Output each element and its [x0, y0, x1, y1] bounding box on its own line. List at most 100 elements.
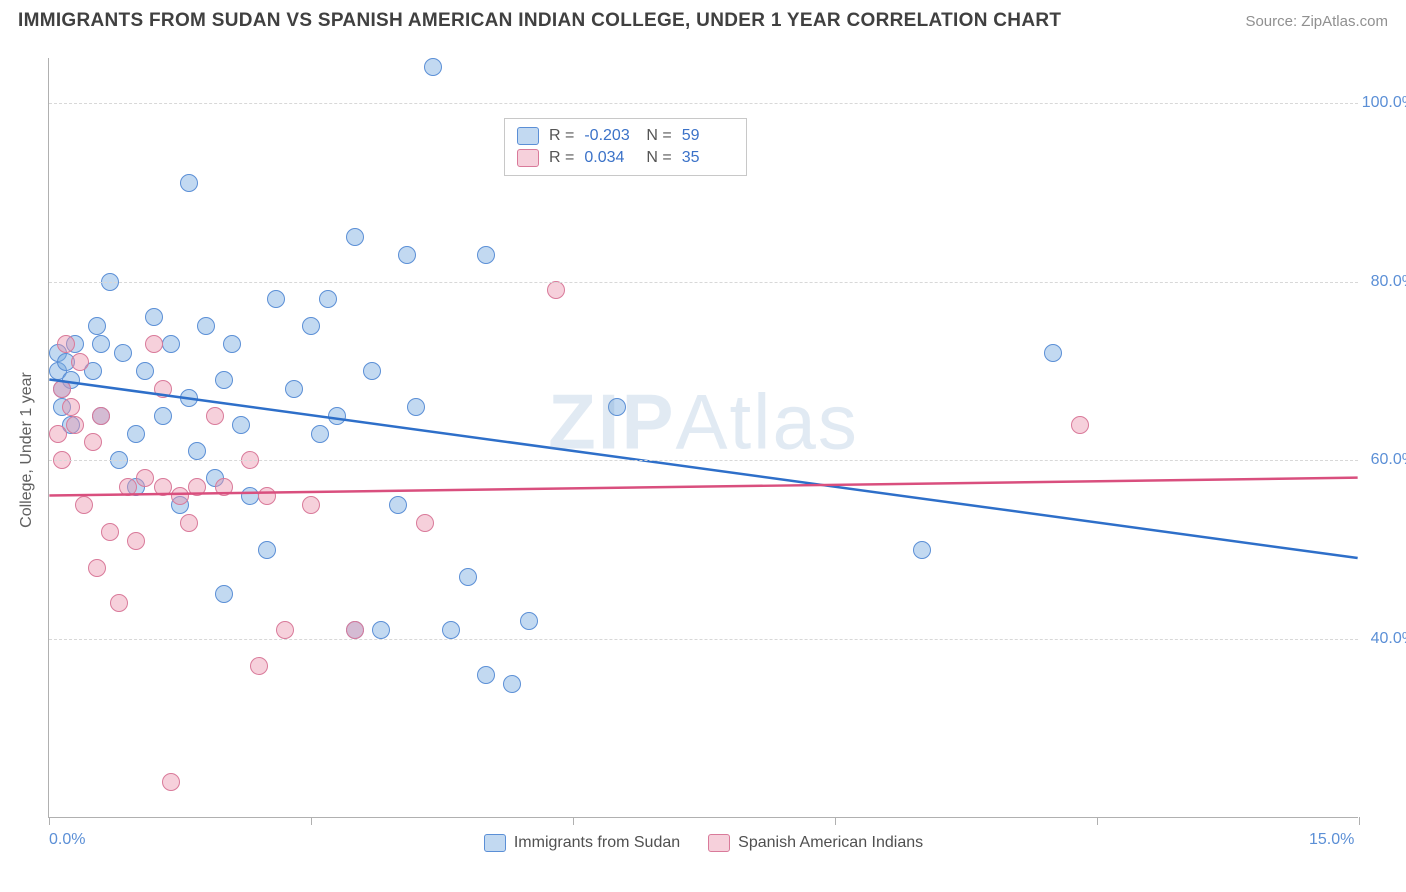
- xtick-label: 15.0%: [1309, 831, 1354, 849]
- xtick-label: 0.0%: [49, 831, 85, 849]
- scatter-point: [66, 416, 84, 434]
- scatter-point: [258, 541, 276, 559]
- legend-item-2: Spanish American Indians: [708, 834, 923, 852]
- scatter-point: [145, 308, 163, 326]
- scatter-point: [127, 532, 145, 550]
- scatter-point: [75, 496, 93, 514]
- ytick-label: 40.0%: [1361, 630, 1406, 648]
- scatter-point: [180, 514, 198, 532]
- n-label: N =: [646, 127, 671, 145]
- scatter-point: [302, 496, 320, 514]
- scatter-point: [49, 425, 67, 443]
- scatter-point: [276, 621, 294, 639]
- scatter-point: [136, 469, 154, 487]
- scatter-point: [346, 621, 364, 639]
- scatter-point: [389, 496, 407, 514]
- scatter-point: [232, 416, 250, 434]
- xtick: [49, 817, 50, 825]
- scatter-point: [416, 514, 434, 532]
- scatter-point: [424, 58, 442, 76]
- scatter-point: [215, 371, 233, 389]
- scatter-point: [477, 246, 495, 264]
- scatter-point: [92, 335, 110, 353]
- chart-title: IMMIGRANTS FROM SUDAN VS SPANISH AMERICA…: [18, 10, 1061, 32]
- stats-row-1: R = -0.203 N = 59: [517, 125, 734, 147]
- swatch-series-2: [517, 149, 539, 167]
- ytick-label: 100.0%: [1361, 94, 1406, 112]
- scatter-point: [608, 398, 626, 416]
- scatter-point: [53, 380, 71, 398]
- scatter-point: [127, 425, 145, 443]
- scatter-point: [1071, 416, 1089, 434]
- ytick-label: 80.0%: [1361, 273, 1406, 291]
- scatter-point: [154, 478, 172, 496]
- scatter-point: [188, 478, 206, 496]
- xtick: [1097, 817, 1098, 825]
- scatter-point: [136, 362, 154, 380]
- scatter-point: [119, 478, 137, 496]
- legend-label-1: Immigrants from Sudan: [514, 834, 680, 852]
- chart-area: ZIPAtlas R = -0.203 N = 59 R = 0.034 N =…: [48, 58, 1358, 818]
- xtick: [311, 817, 312, 825]
- scatter-point: [547, 281, 565, 299]
- scatter-point: [101, 523, 119, 541]
- scatter-point: [442, 621, 460, 639]
- gridline: [49, 282, 1358, 283]
- xtick: [573, 817, 574, 825]
- scatter-point: [88, 317, 106, 335]
- scatter-point: [154, 380, 172, 398]
- scatter-point: [363, 362, 381, 380]
- scatter-point: [250, 657, 268, 675]
- r-value-1: -0.203: [584, 127, 636, 145]
- scatter-point: [215, 478, 233, 496]
- scatter-point: [206, 407, 224, 425]
- scatter-point: [520, 612, 538, 630]
- scatter-point: [407, 398, 425, 416]
- scatter-point: [154, 407, 172, 425]
- legend-item-1: Immigrants from Sudan: [484, 834, 680, 852]
- ytick-label: 60.0%: [1361, 451, 1406, 469]
- scatter-point: [145, 335, 163, 353]
- scatter-point: [503, 675, 521, 693]
- gridline: [49, 460, 1358, 461]
- stats-legend: R = -0.203 N = 59 R = 0.034 N = 35: [504, 118, 747, 176]
- r-label: R =: [549, 127, 574, 145]
- scatter-point: [114, 344, 132, 362]
- swatch-series-1: [484, 834, 506, 852]
- xtick: [835, 817, 836, 825]
- header: IMMIGRANTS FROM SUDAN VS SPANISH AMERICA…: [0, 0, 1406, 38]
- scatter-point: [311, 425, 329, 443]
- scatter-point: [162, 773, 180, 791]
- scatter-point: [372, 621, 390, 639]
- scatter-point: [180, 389, 198, 407]
- scatter-point: [92, 407, 110, 425]
- n-value-2: 35: [682, 149, 734, 167]
- scatter-point: [241, 487, 259, 505]
- n-value-1: 59: [682, 127, 734, 145]
- scatter-point: [477, 666, 495, 684]
- scatter-point: [215, 585, 233, 603]
- source-label: Source: ZipAtlas.com: [1245, 13, 1388, 30]
- r-label: R =: [549, 149, 574, 167]
- scatter-point: [197, 317, 215, 335]
- scatter-point: [71, 353, 89, 371]
- scatter-point: [302, 317, 320, 335]
- scatter-point: [285, 380, 303, 398]
- gridline: [49, 639, 1358, 640]
- scatter-point: [180, 174, 198, 192]
- scatter-point: [84, 433, 102, 451]
- xtick: [1359, 817, 1360, 825]
- scatter-point: [188, 442, 206, 460]
- scatter-point: [162, 335, 180, 353]
- gridline: [49, 103, 1358, 104]
- r-value-2: 0.034: [584, 149, 636, 167]
- swatch-series-1: [517, 127, 539, 145]
- scatter-point: [913, 541, 931, 559]
- scatter-point: [88, 559, 106, 577]
- scatter-point: [328, 407, 346, 425]
- scatter-point: [57, 335, 75, 353]
- scatter-point: [258, 487, 276, 505]
- swatch-series-2: [708, 834, 730, 852]
- scatter-point: [1044, 344, 1062, 362]
- n-label: N =: [646, 149, 671, 167]
